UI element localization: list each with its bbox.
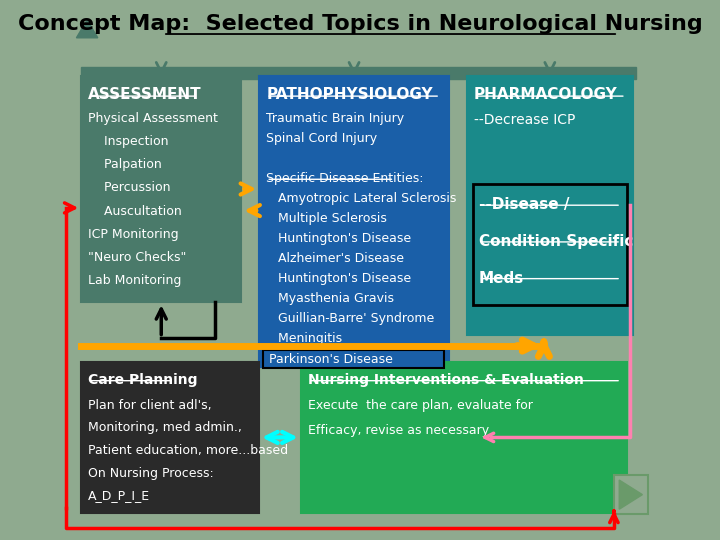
Text: Meningitis: Meningitis [266,332,343,345]
Bar [259,76,449,367]
Text: Guillian-Barre' Syndrome: Guillian-Barre' Syndrome [266,312,434,325]
Text: Multiple Sclerosis: Multiple Sclerosis [266,212,387,225]
Text: Spinal Cord Injury: Spinal Cord Injury [266,132,377,145]
Text: Patient education, more...based: Patient education, more...based [89,444,289,457]
Text: ASSESSMENT: ASSESSMENT [89,87,202,103]
Text: Lab Monitoring: Lab Monitoring [89,274,181,287]
Text: Execute  the care plan, evaluate for: Execute the care plan, evaluate for [307,399,533,411]
Text: Amyotropic Lateral Sclerosis: Amyotropic Lateral Sclerosis [266,192,456,205]
Text: PHARMACOLOGY: PHARMACOLOGY [474,87,618,103]
Text: PATHOPHYSIOLOGY: PATHOPHYSIOLOGY [266,87,433,103]
Bar [81,68,636,79]
Text: Meds: Meds [479,271,524,286]
Text: --Decrease ICP: --Decrease ICP [474,113,575,127]
Text: Physical Assessment: Physical Assessment [89,112,218,125]
Text: Inspection: Inspection [89,135,168,148]
Text: Auscultation: Auscultation [89,205,182,218]
Text: Alzheimer's Disease: Alzheimer's Disease [266,252,404,265]
Text: Parkinson's Disease: Parkinson's Disease [269,353,392,366]
Polygon shape [619,480,642,509]
Polygon shape [76,20,98,38]
Bar [467,76,633,335]
Bar [263,350,444,368]
Text: Plan for client adl's,: Plan for client adl's, [89,399,212,411]
Bar [614,475,648,514]
Text: A_D_P_I_E: A_D_P_I_E [89,489,150,502]
Text: Condition Specific: Condition Specific [479,234,633,249]
Text: Huntington's Disease: Huntington's Disease [266,232,411,245]
Bar [81,362,259,513]
Text: Huntington's Disease: Huntington's Disease [266,272,411,285]
Bar [301,362,627,513]
Text: Myasthenia Gravis: Myasthenia Gravis [266,292,395,305]
Text: "Neuro Checks": "Neuro Checks" [89,251,186,264]
Text: Traumatic Brain Injury: Traumatic Brain Injury [266,112,405,125]
Text: Palpation: Palpation [89,158,162,171]
Text: Nursing Interventions & Evaluation: Nursing Interventions & Evaluation [307,373,584,387]
Text: Efficacy, revise as necessary: Efficacy, revise as necessary [307,424,489,437]
Bar [473,184,627,305]
Text: Care Planning: Care Planning [89,373,198,387]
Bar [81,76,241,302]
Text: Specific Disease Entities:: Specific Disease Entities: [266,172,424,185]
Text: Percussion: Percussion [89,181,171,194]
Text: --Disease /: --Disease / [479,197,569,212]
Text: Concept Map:  Selected Topics in Neurological Nursing: Concept Map: Selected Topics in Neurolog… [17,14,703,35]
Text: On Nursing Process:: On Nursing Process: [89,467,214,480]
Text: Monitoring, med admin.,: Monitoring, med admin., [89,421,242,434]
Text: ICP Monitoring: ICP Monitoring [89,228,179,241]
